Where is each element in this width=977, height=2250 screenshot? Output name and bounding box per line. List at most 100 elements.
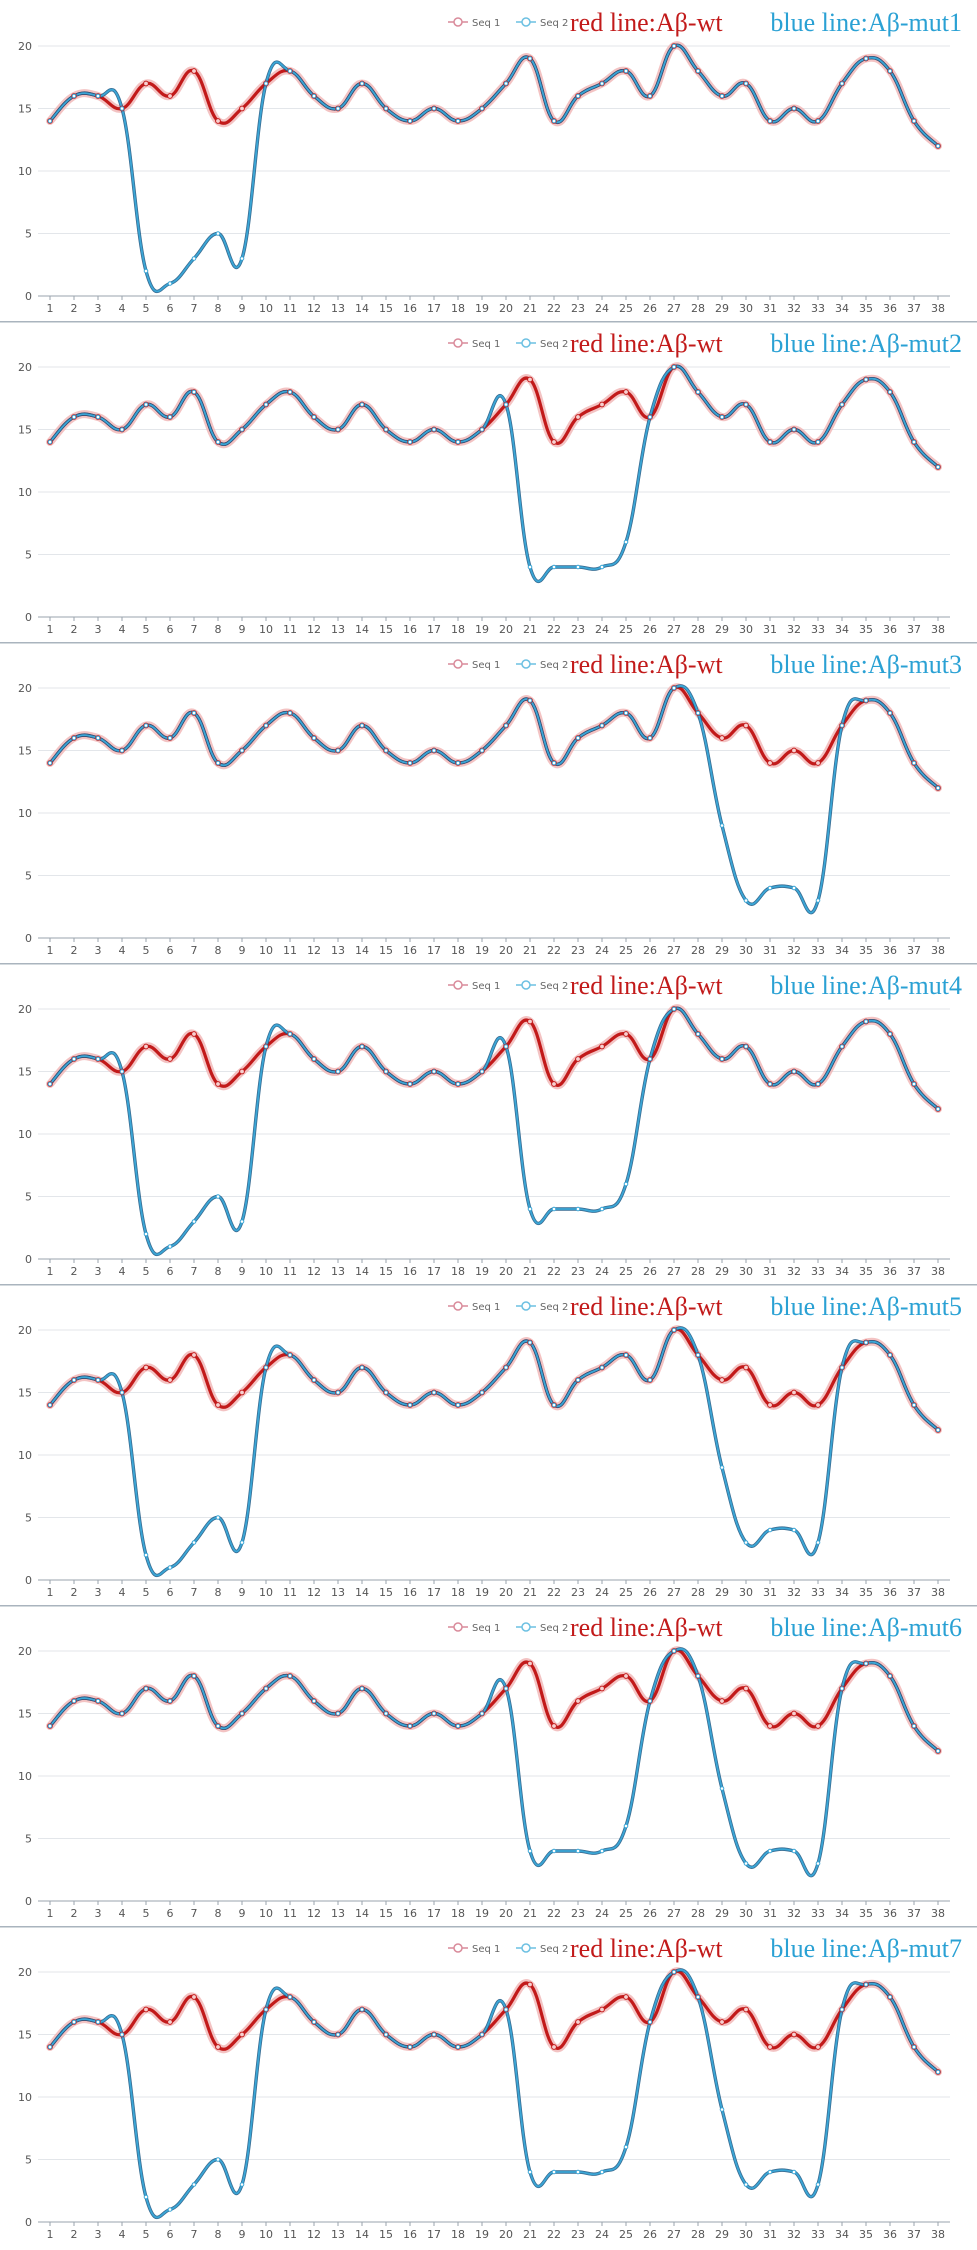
data-point-seq2 (455, 439, 461, 445)
data-point-seq2 (455, 1723, 461, 1729)
data-point-seq1 (215, 1081, 221, 1087)
x-tick-label: 16 (403, 623, 417, 636)
y-tick-label: 10 (18, 1128, 32, 1141)
data-point-seq2 (911, 1081, 917, 1087)
y-tick-label: 15 (18, 1708, 32, 1721)
x-tick-label: 29 (715, 1586, 729, 1599)
x-tick-label: 7 (191, 1907, 198, 1920)
x-tick-label: 35 (859, 623, 873, 636)
data-point-seq2 (335, 748, 341, 753)
x-tick-label: 2 (71, 623, 78, 636)
x-tick-label: 19 (475, 1907, 489, 1920)
chart-panel: 0 5 10 15 20 1 2 3 4 5 6 7 8 9 10 11 12 13 14 15 16 17 18 19 20 2… (0, 0, 977, 321)
annotation-red: red line:Aβ-wt (570, 329, 723, 358)
data-point-seq2 (527, 1848, 533, 1854)
x-tick-label: 15 (379, 944, 393, 957)
y-tick-label: 5 (25, 1191, 32, 1204)
data-point-seq2 (767, 118, 773, 124)
data-point-seq2 (95, 414, 101, 420)
data-point-seq2 (623, 539, 629, 545)
data-point-seq1 (167, 1056, 173, 1062)
data-point-seq2 (647, 2019, 653, 2025)
data-point-seq1 (239, 105, 245, 112)
data-point-seq2 (215, 1194, 221, 1199)
data-point-seq2 (791, 1848, 797, 1854)
x-tick-label: 14 (355, 1907, 369, 1920)
legend-label: Seq 1 (472, 1302, 500, 1313)
data-point-seq2 (815, 2182, 821, 2187)
data-point-seq1 (743, 2006, 749, 2013)
x-tick-label: 34 (835, 1907, 849, 1920)
data-point-seq2 (359, 81, 365, 86)
x-tick-label: 8 (215, 2228, 222, 2241)
data-point-seq2 (551, 760, 557, 766)
x-tick-label: 4 (119, 1586, 126, 1599)
x-tick-label: 35 (859, 1907, 873, 1920)
x-tick-label: 9 (239, 2228, 246, 2241)
x-tick-label: 1 (47, 623, 54, 636)
x-tick-label: 1 (47, 1265, 54, 1278)
data-point-seq2 (311, 414, 317, 420)
data-point-seq2 (839, 1365, 845, 1370)
data-point-seq2 (407, 1081, 413, 1087)
x-tick-label: 20 (499, 623, 513, 636)
data-point-seq2 (647, 1377, 653, 1383)
x-tick-label: 13 (331, 1265, 345, 1278)
x-tick-label: 5 (143, 1265, 150, 1278)
chart-panel: 0 5 10 15 20 1 2 3 4 5 6 7 8 9 10 11 12 13 14 15 16 17 18 19 20 2… (0, 1605, 977, 1926)
x-tick-label: 20 (499, 2228, 513, 2241)
data-point-seq2 (743, 1861, 749, 1866)
data-point-seq2 (383, 748, 389, 753)
y-tick-label: 10 (18, 165, 32, 178)
data-point-seq2 (431, 1390, 437, 1395)
chart-panel: 0 5 10 15 20 1 2 3 4 5 6 7 8 9 10 11 12 13 14 15 16 17 18 19 20 2… (0, 1926, 977, 2247)
data-point-seq1 (767, 2044, 773, 2050)
data-point-seq2 (215, 2157, 221, 2162)
y-tick-label: 10 (18, 2091, 32, 2104)
legend-label: Seq 2 (540, 339, 568, 350)
data-point-seq1 (743, 722, 749, 729)
data-point-seq2 (215, 439, 221, 445)
data-point-seq2 (599, 81, 605, 86)
data-point-seq2 (599, 1848, 605, 1854)
data-point-seq2 (503, 1686, 509, 1691)
x-tick-label: 36 (883, 1586, 897, 1599)
y-tick-label: 0 (25, 2216, 32, 2229)
data-point-seq2 (359, 723, 365, 728)
series-line-seq1 (48, 1006, 940, 1111)
y-tick-label: 0 (25, 1574, 32, 1587)
x-tick-label: 2 (71, 1265, 78, 1278)
data-point-seq2 (215, 1515, 221, 1520)
x-tick-label: 10 (259, 2228, 273, 2241)
data-point-seq2 (719, 1786, 725, 1791)
x-tick-label: 3 (95, 1265, 102, 1278)
data-point-seq1 (191, 68, 197, 74)
x-tick-label: 5 (143, 623, 150, 636)
data-point-seq2 (143, 2194, 149, 2200)
data-point-seq2 (191, 710, 197, 716)
data-point-seq2 (479, 427, 485, 432)
data-point-seq2 (239, 748, 245, 753)
data-point-seq2 (887, 1031, 893, 1037)
data-point-seq2 (311, 1698, 317, 1704)
data-point-seq2 (71, 1698, 77, 1704)
data-point-seq1 (719, 1377, 725, 1383)
x-tick-label: 22 (547, 302, 561, 315)
x-tick-label: 13 (331, 1907, 345, 1920)
x-tick-label: 16 (403, 944, 417, 957)
data-point-seq2 (455, 1081, 461, 1087)
x-tick-label: 6 (167, 2228, 174, 2241)
data-point-seq2 (863, 1661, 869, 1666)
data-point-seq2 (311, 1377, 317, 1383)
data-point-seq2 (719, 1465, 725, 1470)
x-tick-label: 2 (71, 302, 78, 315)
data-point-seq2 (455, 2044, 461, 2050)
data-point-seq2 (71, 414, 77, 420)
data-point-seq2 (431, 748, 437, 753)
y-tick-label: 15 (18, 1066, 32, 1079)
x-tick-label: 35 (859, 1265, 873, 1278)
x-tick-label: 34 (835, 2228, 849, 2241)
data-point-seq2 (287, 389, 293, 395)
